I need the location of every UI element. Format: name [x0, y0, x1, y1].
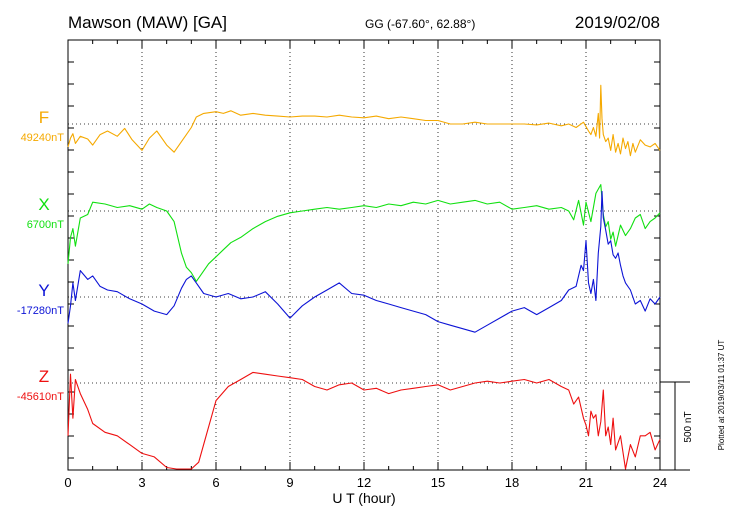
- x-tick-label: 18: [505, 475, 519, 490]
- x-tick-label: 24: [653, 475, 667, 490]
- baseline-label-y: -17280nT: [17, 305, 64, 317]
- series-name-f: F: [39, 108, 49, 127]
- series-name-z: Z: [39, 367, 49, 386]
- x-tick-label: 9: [286, 475, 293, 490]
- baseline-label-z: -45610nT: [17, 391, 64, 403]
- x-tick-label: 12: [357, 475, 371, 490]
- series-line-y: [67, 190, 661, 333]
- x-tick-label: 3: [138, 475, 145, 490]
- x-tick-labels: 0 3 6 9 12 15 18 21 24: [64, 475, 667, 490]
- baseline-label-x: 6700nT: [27, 219, 65, 231]
- series-lines: [67, 84, 661, 470]
- series-line-f: [67, 84, 661, 157]
- x-axis-label: U T (hour): [332, 490, 395, 506]
- station-coords: GG (-67.60°, 62.88°): [365, 17, 475, 31]
- date-label: 2019/02/08: [575, 13, 660, 32]
- grid-lines: [68, 40, 660, 470]
- x-tick-label: 15: [431, 475, 445, 490]
- series-name-x: X: [38, 195, 49, 214]
- x-tick-label: 21: [579, 475, 593, 490]
- scale-bar-label: 500 nT: [683, 411, 694, 442]
- series-labels: F 49240nT X 6700nT Y -17280nT Z -45610nT: [17, 108, 64, 403]
- x-tick-label: 0: [64, 475, 71, 490]
- station-title: Mawson (MAW) [GA]: [68, 13, 227, 32]
- series-line-x: [67, 184, 661, 282]
- baseline-label-f: 49240nT: [21, 132, 65, 144]
- series-name-y: Y: [38, 281, 49, 300]
- series-line-z: [67, 371, 661, 470]
- scale-bar: 500 nT: [660, 381, 694, 471]
- plotted-timestamp: Plotted at 2019/03/11 01:37 UT: [717, 340, 726, 451]
- x-tick-label: 6: [212, 475, 219, 490]
